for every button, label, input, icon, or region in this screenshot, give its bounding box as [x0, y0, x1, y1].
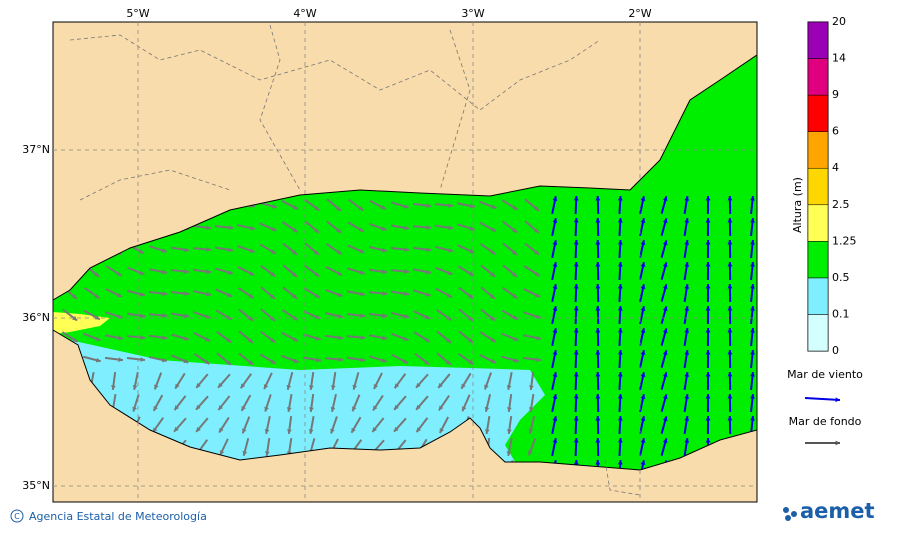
colorbar-label: 4 — [832, 161, 839, 174]
credit: Agencia Estatal de Meteorología — [29, 510, 207, 523]
colorbar-segment — [808, 241, 828, 278]
copyright-c: C — [14, 512, 20, 521]
lon-label: 3°W — [461, 7, 484, 20]
lat-label: 35°N — [22, 479, 50, 492]
arrow-head — [836, 441, 840, 446]
colorbar-label: 2.5 — [832, 198, 850, 211]
arrow-head — [835, 397, 840, 402]
colorbar: 0 0.1 0.5 1.25 2.5 4 6 9 14 20 — [808, 15, 857, 357]
colorbar-label: 14 — [832, 52, 846, 65]
colorbar-label: 9 — [832, 88, 839, 101]
lat-label: 37°N — [22, 143, 50, 156]
legend-label: Mar de fondo — [789, 415, 862, 428]
colorbar-segment — [808, 59, 828, 96]
colorbar-segment — [808, 314, 828, 351]
logo-icon — [783, 507, 797, 521]
colorbar-label: 20 — [832, 15, 846, 28]
colorbar-label: 0 — [832, 344, 839, 357]
colorbar-label: 0.5 — [832, 271, 850, 284]
logo: aemet — [800, 499, 875, 523]
colorbar-segment — [808, 278, 828, 315]
legend-label: Mar de viento — [787, 368, 863, 381]
colorbar-label: 0.1 — [832, 307, 850, 320]
colorbar-title: Altura (m) — [791, 177, 804, 233]
arrow-shaft — [805, 398, 840, 400]
colorbar-segment — [808, 22, 828, 59]
lat-label: 36°N — [22, 311, 50, 324]
lon-label: 4°W — [293, 7, 316, 20]
lon-label: 5°W — [126, 7, 149, 20]
lon-label: 2°W — [628, 7, 651, 20]
colorbar-segment — [808, 132, 828, 169]
colorbar-segment — [808, 168, 828, 205]
colorbar-segment — [808, 205, 828, 242]
colorbar-segment — [808, 95, 828, 132]
colorbar-label: 6 — [832, 125, 839, 138]
colorbar-label: 1.25 — [832, 234, 857, 247]
